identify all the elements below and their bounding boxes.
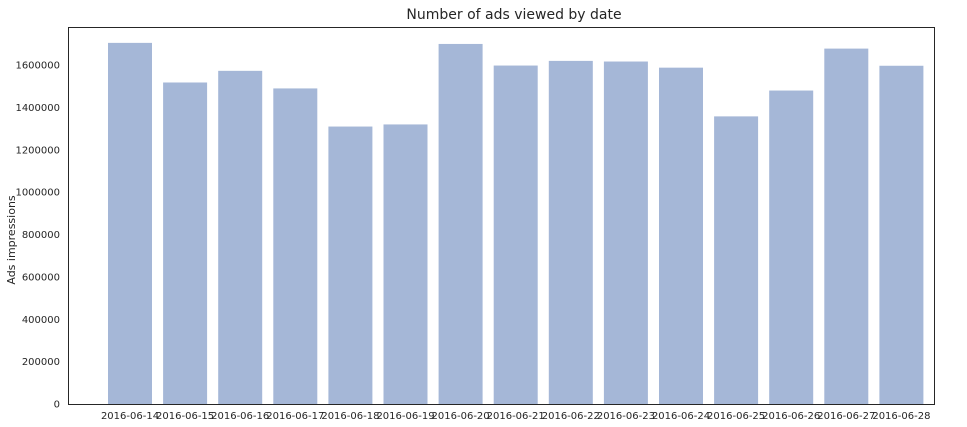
bar-2016-06-17 [273,88,318,404]
y-axis: 0 200000 400000 600000 800000 1000000 1200000 1… [15,61,60,411]
x-tick-label: 2016-06-20 [432,411,490,422]
bar-2016-06-18 [328,126,373,404]
y-tick-label: 1400000 [15,103,60,114]
bar-2016-06-23 [603,61,648,404]
y-tick-label: 1200000 [15,145,60,156]
x-tick-label: 2016-06-22 [542,411,600,422]
x-tick-label: 2016-06-26 [762,411,820,422]
bar-2016-06-26 [769,90,814,404]
y-tick-label: 400000 [22,315,60,326]
x-tick-label: 2016-06-24 [652,411,710,422]
bar-2016-06-24 [659,67,703,405]
y-tick-label: 600000 [22,272,60,283]
bars-group [108,42,924,405]
x-tick-label: 2016-06-25 [707,411,765,422]
bar-2016-06-27 [824,48,869,405]
y-tick-label: 1000000 [15,188,60,199]
x-tick-label: 2016-06-17 [266,411,324,422]
x-tick-label: 2016-06-14 [101,411,159,422]
y-tick-label: 200000 [22,357,60,368]
bar-2016-06-15 [163,82,208,404]
x-tick-label: 2016-06-21 [487,411,545,422]
y-tick-label: 0 [54,400,60,411]
bar-2016-06-19 [383,124,428,404]
bar-2016-06-20 [438,43,483,405]
chart-title: Number of ads viewed by date [406,7,621,23]
x-tick-label: 2016-06-23 [597,411,655,422]
x-tick-label: 2016-06-27 [817,411,875,422]
x-tick-label: 2016-06-28 [872,411,930,422]
x-tick-label: 2016-06-16 [211,411,269,422]
bar-2016-06-28 [879,65,924,405]
x-tick-label: 2016-06-18 [321,411,379,422]
x-axis: 2016-06-142016-06-152016-06-162016-06-17… [101,411,931,422]
x-tick-label: 2016-06-15 [156,411,214,422]
plot-frame [68,27,935,405]
bar-2016-06-21 [493,65,538,405]
bar-2016-06-16 [218,70,263,404]
x-tick-label: 2016-06-19 [376,411,434,422]
y-tick-label: 800000 [22,230,60,241]
y-axis-title: Ads impressions [5,195,18,285]
bar-2016-06-25 [714,116,759,404]
y-tick-label: 1600000 [15,61,60,72]
bar-2016-06-22 [548,60,593,405]
bar-2016-06-14 [108,42,152,405]
